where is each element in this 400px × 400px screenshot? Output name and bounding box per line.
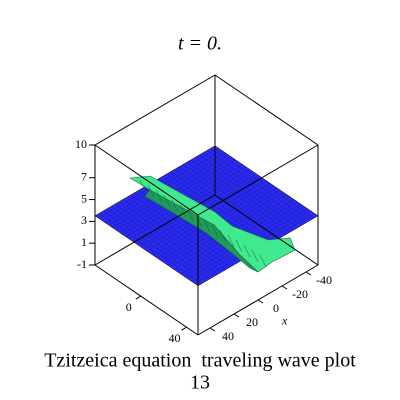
mesh-line <box>198 154 303 226</box>
box-edge <box>94 74 216 146</box>
ridge-mesh <box>203 219 211 233</box>
box-edge <box>94 144 199 216</box>
ridge-mesh <box>163 194 171 208</box>
x-tick-label: 0 <box>273 301 279 315</box>
x-axis-label: x <box>281 313 288 327</box>
ridge-mesh <box>187 209 195 223</box>
ridge-mesh <box>139 179 147 193</box>
y-tick <box>181 326 187 331</box>
ridge-mesh <box>171 199 179 213</box>
mesh-line <box>210 147 315 219</box>
caption: 13 <box>190 372 210 394</box>
z-tick-label: 7 <box>81 169 87 183</box>
x-tick <box>281 285 288 290</box>
ridge-mesh <box>251 249 259 263</box>
box-edge <box>214 74 319 146</box>
ridge-mesh <box>179 204 187 218</box>
ridge-mesh <box>235 239 243 253</box>
box-edge <box>94 264 199 336</box>
x-tick <box>305 271 312 276</box>
caption: Tzitzeica equation traveling wave plot <box>44 350 356 372</box>
box-edge <box>94 194 216 266</box>
ridge-mesh <box>259 254 267 268</box>
z-tick-label: 10 <box>75 137 87 151</box>
ridge-mesh <box>243 244 251 258</box>
z-tick-label: 5 <box>81 191 87 205</box>
x-tick <box>257 299 264 304</box>
x-tick-label: 40 <box>222 329 234 343</box>
z-tick-label: 3 <box>81 213 87 227</box>
chart-title: t = 0. <box>178 33 222 55</box>
plot-area: 10 7 5 3 1 -1 40 20 0 -20 -40 x 40 0 <box>75 74 332 345</box>
x-tick-label: -40 <box>316 273 332 287</box>
ridge-mesh <box>195 214 203 228</box>
box-edge <box>197 144 319 216</box>
y-tick <box>135 295 142 300</box>
x-tick <box>209 327 216 332</box>
z-tick-label: -1 <box>77 257 87 271</box>
x-tick-label: 20 <box>246 315 258 329</box>
x-tick <box>233 313 240 318</box>
mesh-line <box>206 150 311 221</box>
y-tick-label: 40 <box>169 331 181 345</box>
box-edge <box>214 194 319 266</box>
ridge-mesh <box>155 189 163 203</box>
ridge-mesh <box>211 224 219 238</box>
y-tick-label: 0 <box>126 300 132 314</box>
z-tick-label: 1 <box>81 235 87 249</box>
mesh-line <box>202 152 307 223</box>
ridge-mesh <box>227 234 235 248</box>
ridge-mesh <box>147 184 155 198</box>
ridge-mesh <box>219 229 227 243</box>
x-tick-label: -20 <box>292 287 308 301</box>
